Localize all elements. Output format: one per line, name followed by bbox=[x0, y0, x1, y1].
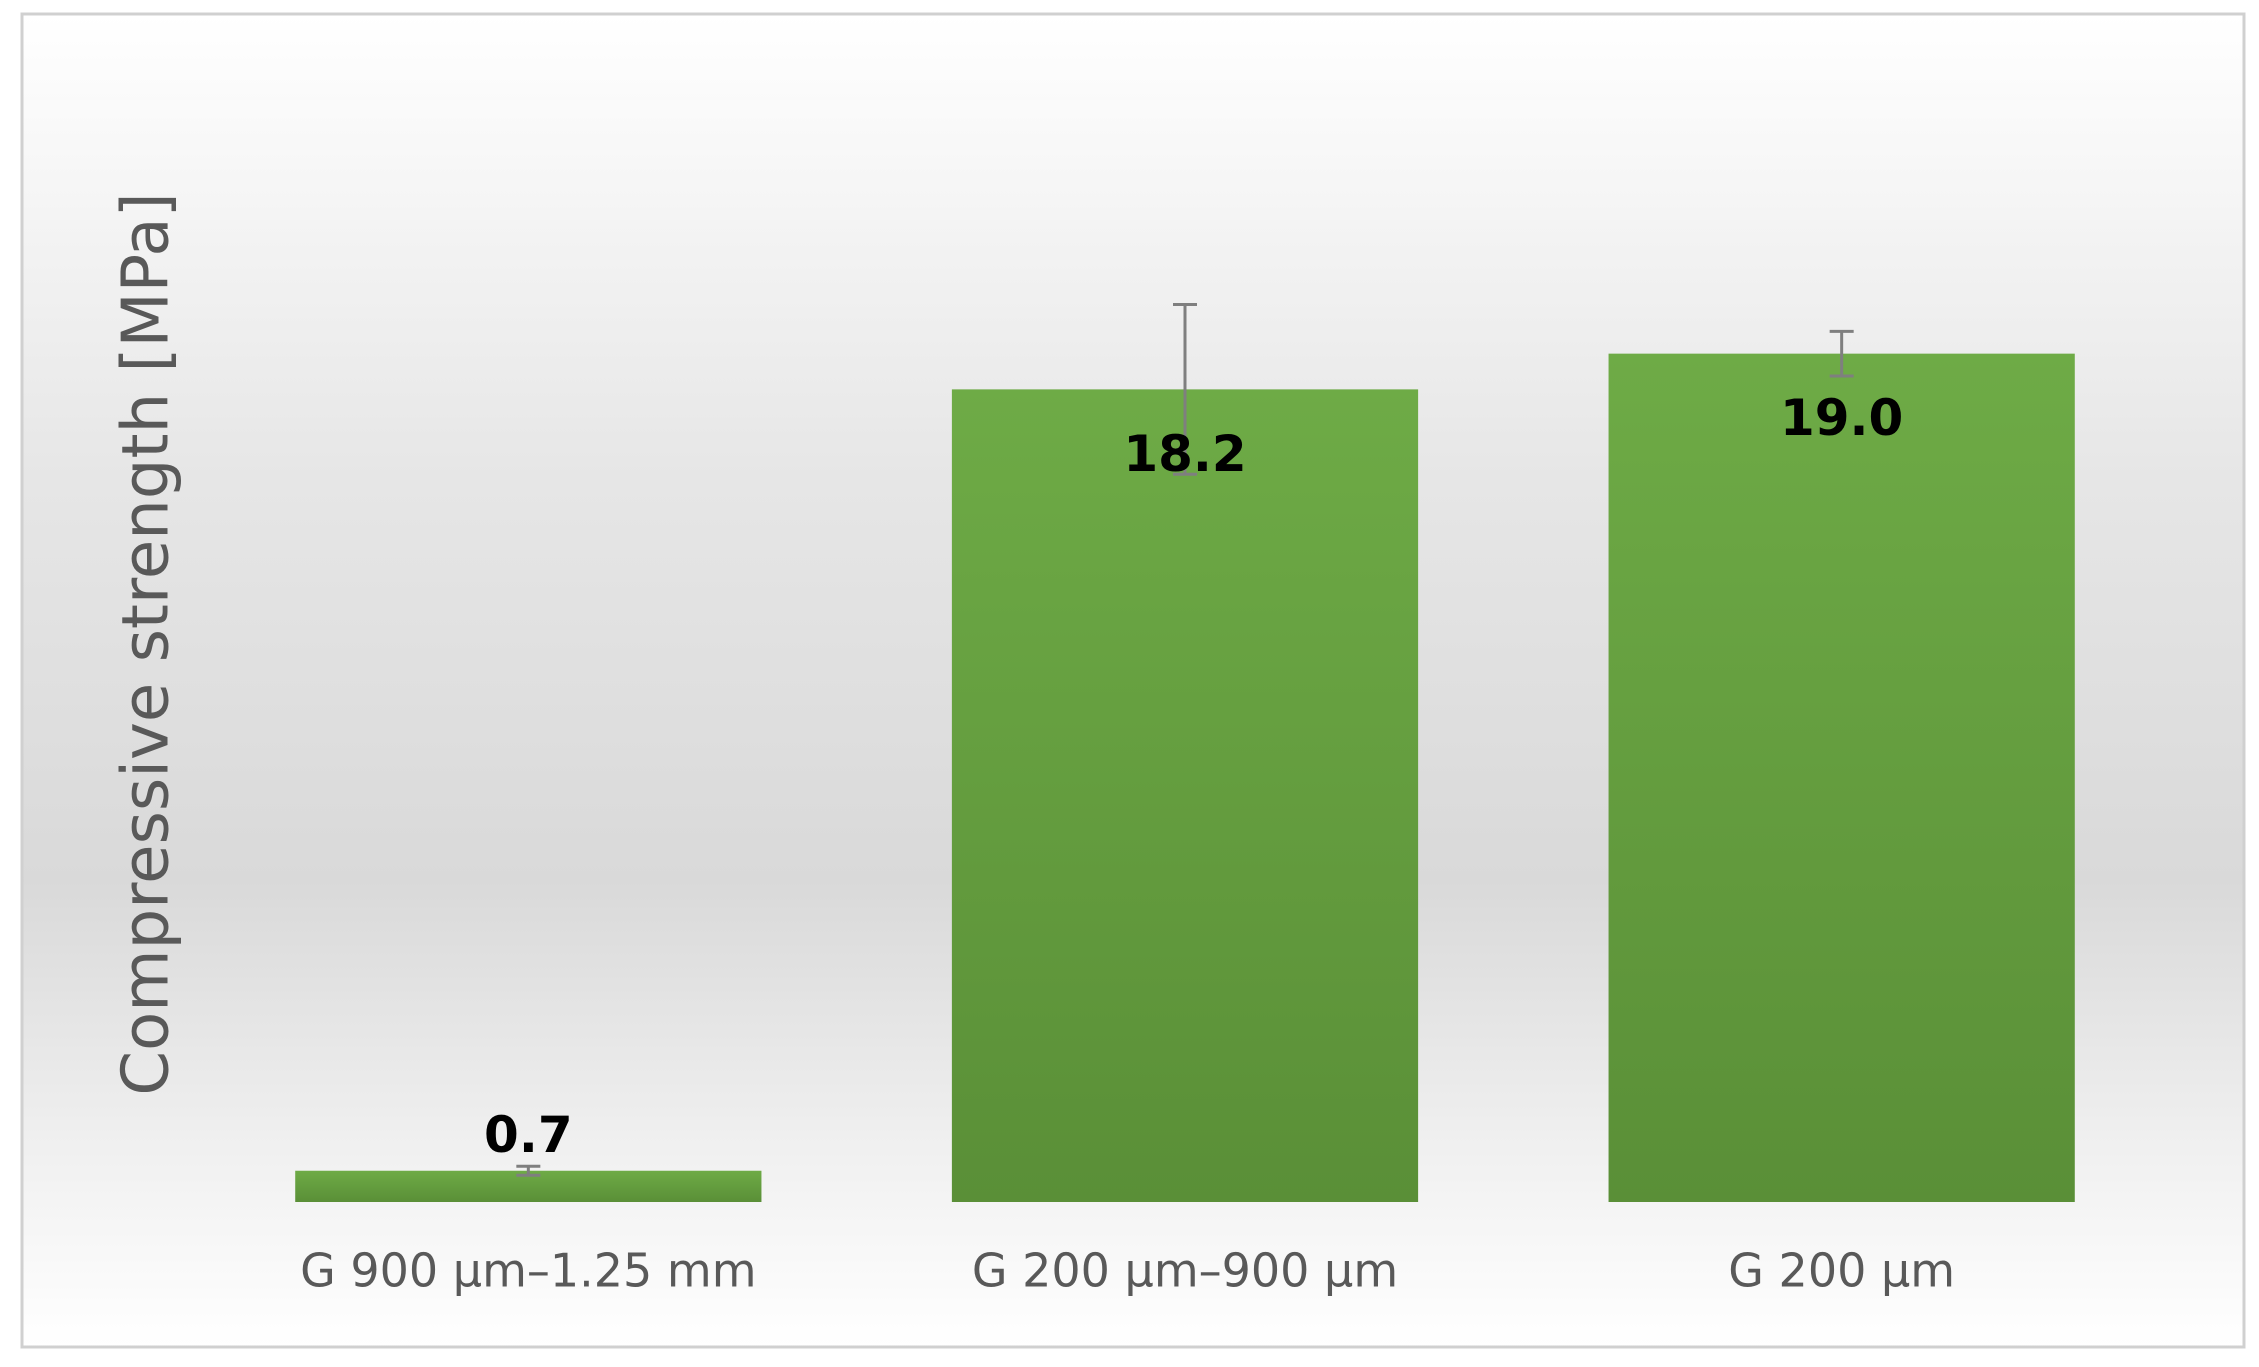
y-axis-label: Compressive strength [MPa] bbox=[110, 192, 184, 1095]
x-tick-label: G 900 µm–1.25 mm bbox=[300, 1244, 756, 1298]
bar bbox=[951, 389, 1419, 1202]
bar bbox=[1608, 353, 2075, 1202]
x-tick-label: G 200 µm–900 µm bbox=[972, 1244, 1398, 1298]
data-label: 18.2 bbox=[1123, 425, 1246, 483]
data-label: 0.7 bbox=[484, 1106, 573, 1164]
data-label: 19.0 bbox=[1780, 389, 1903, 447]
x-tick-label: G 200 µm bbox=[1728, 1244, 1955, 1298]
